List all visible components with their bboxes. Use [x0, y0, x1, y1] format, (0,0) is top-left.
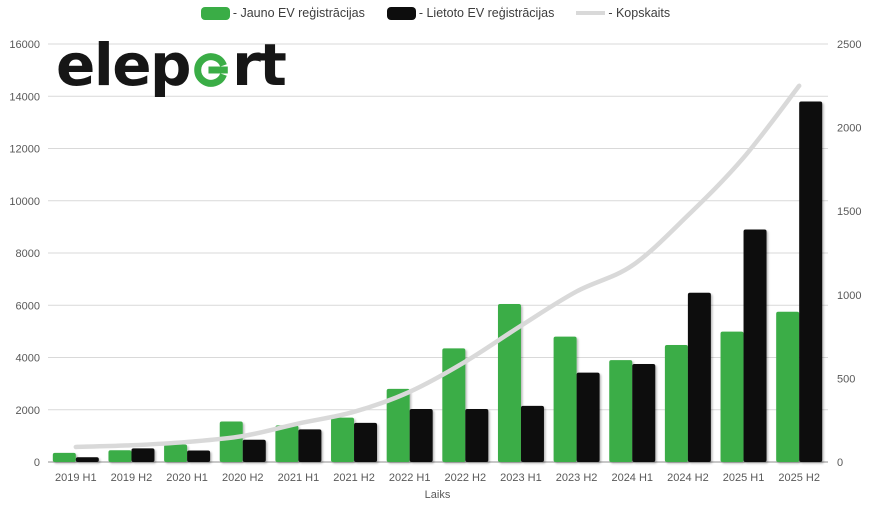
bar-jauno-2025-H2	[776, 311, 800, 462]
bar-jauno-2021-H2	[331, 417, 355, 462]
x-tick-2023-H1: 2023 H1	[500, 472, 542, 484]
y-left-tick-6000: 6000	[16, 300, 40, 312]
legend-green-swatch-icon	[200, 6, 230, 20]
kopskaits-line	[73, 83, 802, 450]
bar-jauno-2019-H2	[108, 450, 132, 462]
eleport-logo: elep rt	[56, 31, 287, 99]
y-right-tick-2000: 2000	[837, 123, 861, 135]
bar-lietoto-2022-H2	[465, 408, 489, 462]
legend-item-lietoto: - Lietoto EV reģistrācijas	[386, 6, 555, 20]
y-left-tick-12000: 12000	[9, 144, 40, 156]
y-left-tick-14000: 14000	[9, 91, 40, 103]
bar-jauno-2020-H2	[219, 421, 243, 462]
bar-lietoto-2022-H1	[409, 408, 433, 462]
x-tick-2025-H2: 2025 H2	[778, 472, 820, 484]
axis-labels: 0 2000 4000 6000 8000 10000 12000 14000 16000 0 50…	[9, 39, 861, 501]
logo-text-left: elep	[56, 31, 192, 99]
y-left-tick-10000: 10000	[9, 196, 40, 208]
x-tick-2021-H1: 2021 H1	[278, 472, 320, 484]
y-right-tick-1500: 1500	[837, 206, 861, 218]
bar-jauno-2025-H1	[720, 331, 744, 462]
x-tick-2022-H1: 2022 H1	[389, 472, 431, 484]
bar-jauno-2023-H1	[497, 303, 521, 462]
bar-lietoto-2021-H1	[298, 429, 322, 462]
x-tick-2019-H2: 2019 H2	[111, 472, 153, 484]
bar-lietoto-2023-H2	[576, 372, 600, 462]
x-tick-2025-H1: 2025 H1	[723, 472, 765, 484]
legend-line-swatch-icon	[576, 11, 606, 15]
bar-jauno-2019-H1	[52, 452, 76, 462]
bar-lietoto-2024-H2	[687, 292, 711, 462]
bar-jauno-2021-H1	[275, 425, 299, 462]
y-left-tick-4000: 4000	[16, 353, 40, 365]
legend-black-swatch-icon	[386, 6, 416, 20]
y-left-tick-16000: 16000	[9, 39, 40, 51]
x-tick-2024-H1: 2024 H1	[611, 472, 653, 484]
bar-lietoto-2024-H1	[632, 364, 656, 462]
x-tick-2020-H2: 2020 H2	[222, 472, 264, 484]
legend-label-kopskaits: - Kopskaits	[608, 6, 671, 20]
bar-jauno-2022-H2	[442, 348, 466, 462]
bar-jauno-2020-H1	[164, 444, 188, 462]
kopskaits-line-series	[73, 83, 802, 450]
x-tick-2019-H1: 2019 H1	[55, 472, 97, 484]
legend-label-lietoto: - Lietoto EV reģistrācijas	[418, 6, 555, 20]
y-right-tick-2500: 2500	[837, 39, 861, 51]
bar-lietoto-2020-H1	[187, 450, 211, 462]
x-tick-2024-H2: 2024 H2	[667, 472, 709, 484]
bar-lietoto-2023-H1	[520, 405, 544, 462]
y-right-tick-1000: 1000	[837, 290, 861, 302]
logo-text-right: rt	[232, 31, 287, 99]
bar-jauno-2024-H1	[609, 360, 633, 462]
bar-jauno-2024-H2	[664, 344, 688, 462]
legend-label-jauno: - Jauno EV reģistrācijas	[232, 6, 365, 20]
bar-lietoto-2025-H1	[743, 229, 767, 462]
legend: - Jauno EV reģistrācijas - Lietoto EV re…	[0, 6, 871, 20]
eleport-power-o-icon	[194, 53, 228, 87]
x-tick-2023-H2: 2023 H2	[556, 472, 598, 484]
y-left-tick-2000: 2000	[16, 405, 40, 417]
y-left-tick-8000: 8000	[16, 248, 40, 260]
y-left-tick-0: 0	[34, 457, 40, 469]
bar-lietoto-2019-H1	[75, 457, 99, 462]
bar-jauno-2023-H2	[553, 336, 577, 462]
x-tick-2021-H2: 2021 H2	[333, 472, 375, 484]
legend-item-kopskaits: - Kopskaits	[576, 6, 670, 20]
legend-item-jauno: - Jauno EV reģistrācijas	[200, 6, 365, 20]
y-right-tick-500: 500	[837, 373, 855, 385]
bar-lietoto-2019-H2	[131, 448, 155, 462]
x-tick-2020-H1: 2020 H1	[166, 472, 208, 484]
bar-lietoto-2025-H2	[799, 101, 823, 462]
x-axis-title: Laiks	[425, 489, 451, 501]
gridlines	[48, 43, 828, 463]
bar-lietoto-2021-H2	[354, 422, 378, 462]
y-right-tick-0: 0	[837, 457, 843, 469]
bar-jauno-2022-H1	[386, 388, 410, 462]
bar-series	[52, 101, 823, 462]
x-tick-2022-H2: 2022 H2	[445, 472, 487, 484]
bar-lietoto-2020-H2	[242, 439, 266, 462]
